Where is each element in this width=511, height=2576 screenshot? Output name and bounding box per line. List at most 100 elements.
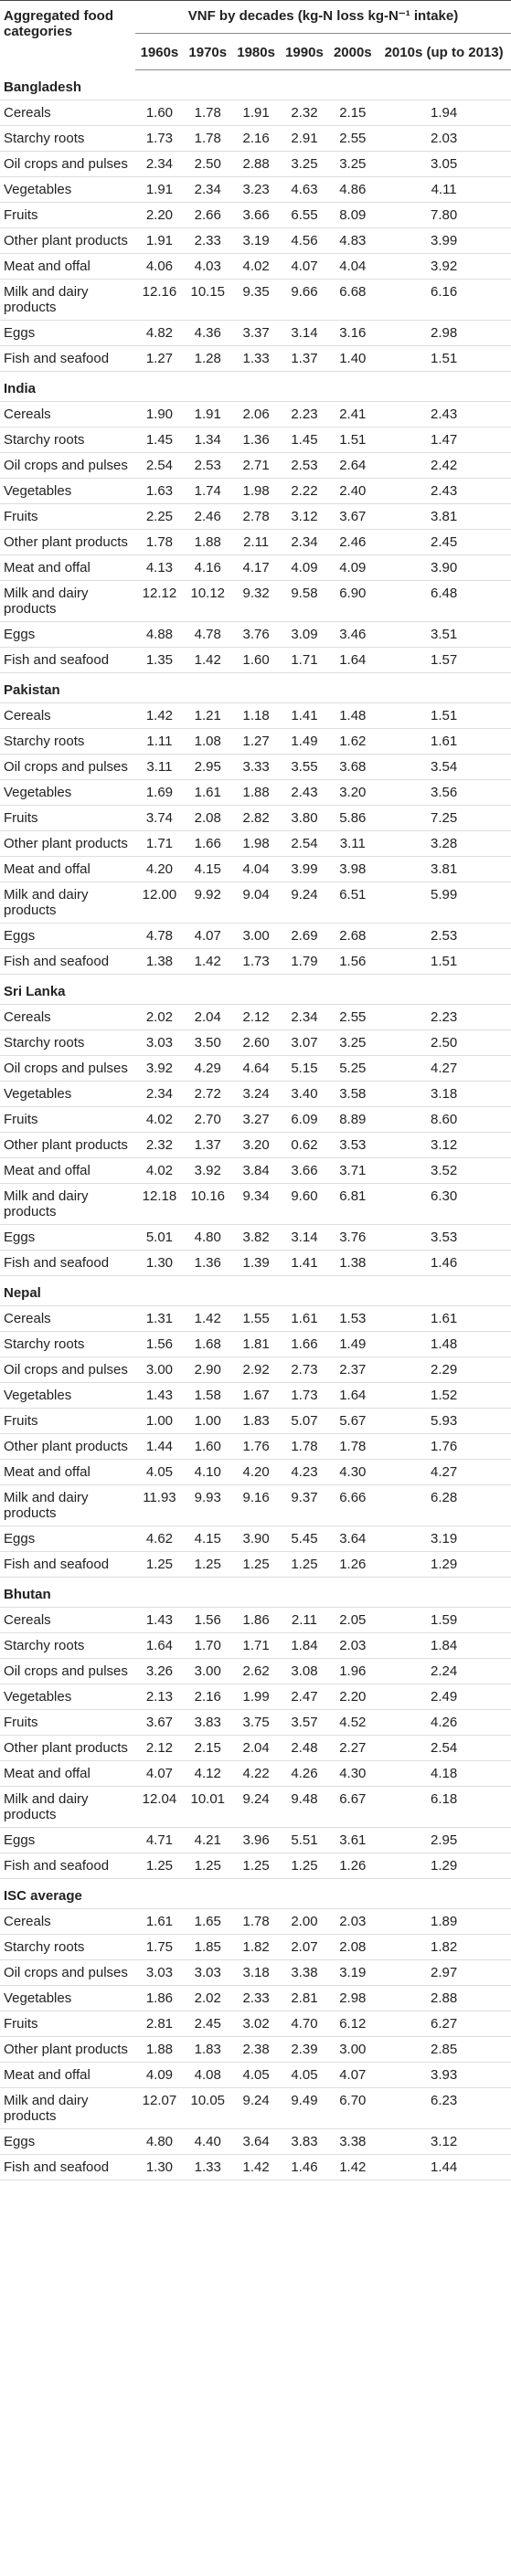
data-row: Oil crops and pulses 3.00 2.90 2.92 2.73 2.37… (0, 1357, 511, 1383)
data-row: Starchy roots 1.11 1.08 1.27 1.49 1.62 1.61 (0, 728, 511, 755)
value-cell: 3.25 (280, 151, 329, 177)
row-label: Cereals (0, 100, 135, 126)
value-cell: 1.25 (183, 1551, 232, 1578)
data-row: Eggs 5.01 4.80 3.82 3.14 3.76 3.53 (0, 1224, 511, 1251)
value-cell: 1.49 (280, 728, 329, 755)
value-cell: 12.07 (135, 2087, 184, 2129)
header-row: Aggregated food categories VNF by decade… (0, 0, 511, 39)
row-label: Oil crops and pulses (0, 754, 135, 780)
data-row: Other plant products 1.88 1.83 2.38 2.39 3.00… (0, 2036, 511, 2063)
value-cell: 3.55 (280, 754, 329, 780)
value-cell: 1.66 (280, 1331, 329, 1357)
value-cell: 1.27 (231, 728, 281, 755)
row-label: Milk and dairy products (0, 882, 135, 924)
data-row: Cereals 1.61 1.65 1.78 2.00 2.03 1.89 (0, 1908, 511, 1935)
value-cell: 1.46 (280, 2154, 329, 2180)
value-cell: 9.16 (231, 1484, 281, 1526)
value-cell: 1.67 (231, 1382, 281, 1409)
value-cell: 1.48 (377, 1331, 511, 1357)
value-cell: 2.98 (328, 1985, 378, 2011)
value-cell: 1.61 (183, 779, 232, 806)
row-label: Oil crops and pulses (0, 1357, 135, 1383)
value-cell: 2.13 (135, 1684, 184, 1710)
row-label: Oil crops and pulses (0, 1055, 135, 1082)
value-cell: 1.57 (377, 647, 511, 673)
row-label: Starchy roots (0, 1934, 135, 1960)
value-cell: 1.26 (328, 1853, 378, 1879)
value-cell: 3.90 (377, 554, 511, 581)
value-cell: 1.56 (183, 1607, 232, 1633)
value-cell: 1.78 (328, 1433, 378, 1460)
value-cell: 1.38 (135, 948, 184, 975)
data-row: Eggs 4.71 4.21 3.96 5.51 3.61 2.95 (0, 1827, 511, 1853)
value-cell: 8.09 (328, 202, 378, 228)
data-row: Fruits 2.20 2.66 3.66 6.55 8.09 7.80 (0, 202, 511, 228)
value-cell: 3.75 (231, 1709, 281, 1736)
value-cell: 4.13 (135, 554, 184, 581)
value-cell: 1.49 (328, 1331, 378, 1357)
value-cell: 1.98 (231, 478, 281, 504)
value-cell: 2.02 (183, 1985, 232, 2011)
row-label: Vegetables (0, 779, 135, 806)
group-name: ISC average (0, 1878, 511, 1909)
value-cell: 4.11 (377, 176, 511, 203)
value-cell: 2.03 (328, 1908, 378, 1935)
decade-header: 1960s (135, 33, 184, 70)
value-cell: 6.28 (377, 1484, 511, 1526)
value-cell: 3.14 (280, 320, 329, 346)
value-cell: 3.00 (231, 923, 281, 949)
value-cell: 1.78 (231, 1908, 281, 1935)
value-cell: 1.88 (135, 2036, 184, 2063)
value-cell: 1.98 (231, 830, 281, 857)
value-cell: 3.20 (231, 1132, 281, 1158)
data-row: Vegetables 1.69 1.61 1.88 2.43 3.20 3.56 (0, 779, 511, 806)
value-cell: 3.83 (280, 2128, 329, 2155)
data-row: Fish and seafood 1.30 1.36 1.39 1.41 1.38 1.46 (0, 1250, 511, 1276)
value-cell: 4.36 (183, 320, 232, 346)
value-cell: 1.56 (135, 1331, 184, 1357)
group-row: Pakistan (0, 672, 511, 703)
value-cell: 6.66 (328, 1484, 378, 1526)
group-row: Sri Lanka (0, 974, 511, 1005)
value-cell: 2.54 (135, 452, 184, 479)
row-label: Starchy roots (0, 1029, 135, 1056)
value-cell: 1.63 (135, 478, 184, 504)
value-cell: 2.07 (280, 1934, 329, 1960)
value-cell: 5.67 (328, 1408, 378, 1434)
value-cell: 3.26 (135, 1658, 184, 1684)
value-cell: 2.50 (377, 1029, 511, 1056)
data-row: Milk and dairy products 12.07 10.05 9.24 9.4… (0, 2087, 511, 2129)
value-cell: 3.27 (231, 1106, 281, 1133)
data-row: Milk and dairy products 12.12 10.12 9.32 9.5… (0, 580, 511, 622)
value-cell: 1.42 (183, 647, 232, 673)
value-cell: 1.40 (328, 345, 378, 372)
row-label: Milk and dairy products (0, 279, 135, 321)
value-cell: 2.55 (328, 1004, 378, 1030)
value-cell: 4.30 (328, 1459, 378, 1485)
row-label: Other plant products (0, 1735, 135, 1761)
value-cell: 2.34 (280, 529, 329, 555)
value-cell: 1.64 (135, 1632, 184, 1659)
value-cell: 2.00 (280, 1908, 329, 1935)
value-cell: 4.20 (231, 1459, 281, 1485)
value-cell: 3.76 (231, 621, 281, 648)
value-cell: 1.91 (183, 401, 232, 428)
value-cell: 1.08 (183, 728, 232, 755)
data-row: Cereals 1.42 1.21 1.18 1.41 1.48 1.51 (0, 702, 511, 729)
value-cell: 1.00 (183, 1408, 232, 1434)
value-cell: 4.30 (328, 1760, 378, 1787)
value-cell: 3.93 (377, 2062, 511, 2088)
value-cell: 1.18 (231, 702, 281, 729)
value-cell: 1.42 (183, 948, 232, 975)
value-cell: 2.39 (280, 2036, 329, 2063)
value-cell: 1.89 (377, 1908, 511, 1935)
value-cell: 1.71 (280, 647, 329, 673)
value-cell: 9.49 (280, 2087, 329, 2129)
data-row: Eggs 4.78 4.07 3.00 2.69 2.68 2.53 (0, 923, 511, 949)
value-cell: 4.80 (135, 2128, 184, 2155)
data-row: Cereals 1.60 1.78 1.91 2.32 2.15 1.94 (0, 100, 511, 126)
value-cell: 3.90 (231, 1526, 281, 1552)
value-cell: 1.25 (231, 1853, 281, 1879)
value-cell: 1.37 (183, 1132, 232, 1158)
data-row: Cereals 1.43 1.56 1.86 2.11 2.05 1.59 (0, 1607, 511, 1633)
